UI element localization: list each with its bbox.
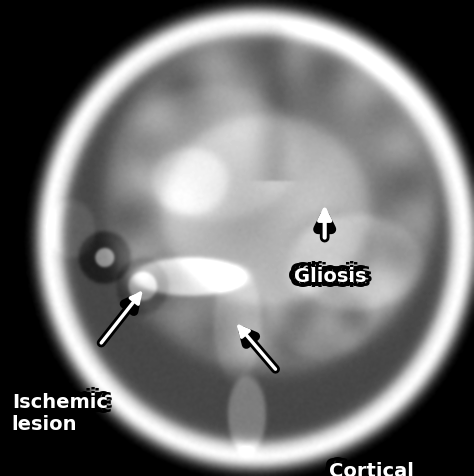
- Text: Cortical
atrophy: Cortical atrophy: [325, 457, 411, 476]
- Text: Gliosis: Gliosis: [288, 267, 361, 286]
- Text: Cortical
atrophy: Cortical atrophy: [334, 457, 420, 476]
- Text: Ischemic
lesion: Ischemic lesion: [8, 388, 104, 429]
- Text: Cortical
atrophy: Cortical atrophy: [329, 462, 416, 476]
- Text: Ischemic
lesion: Ischemic lesion: [12, 387, 108, 428]
- Text: Gliosis: Gliosis: [294, 261, 366, 280]
- Text: Gliosis: Gliosis: [294, 267, 366, 286]
- Text: Gliosis: Gliosis: [298, 262, 371, 281]
- Text: Ischemic
lesion: Ischemic lesion: [18, 393, 114, 434]
- Text: Gliosis: Gliosis: [290, 262, 362, 281]
- Text: Gliosis: Gliosis: [294, 272, 366, 291]
- Text: Gliosis: Gliosis: [290, 271, 362, 290]
- Text: Cortical
atrophy: Cortical atrophy: [329, 456, 416, 476]
- Text: Cortical
atrophy: Cortical atrophy: [325, 466, 411, 476]
- Text: Cortical
atrophy: Cortical atrophy: [324, 462, 410, 476]
- Text: Gliosis: Gliosis: [298, 271, 371, 290]
- Text: Ischemic
lesion: Ischemic lesion: [8, 397, 104, 438]
- Text: Cortical
atrophy: Cortical atrophy: [334, 466, 420, 476]
- Text: Gliosis: Gliosis: [300, 267, 372, 286]
- Text: Ischemic
lesion: Ischemic lesion: [6, 393, 102, 434]
- Text: Ischemic
lesion: Ischemic lesion: [12, 398, 108, 439]
- Text: Cortical
atrophy: Cortical atrophy: [329, 467, 416, 476]
- Text: Cortical
atrophy: Cortical atrophy: [335, 462, 421, 476]
- Text: Ischemic
lesion: Ischemic lesion: [16, 397, 112, 438]
- Text: Ischemic
lesion: Ischemic lesion: [12, 393, 108, 434]
- Text: Ischemic
lesion: Ischemic lesion: [16, 388, 112, 429]
